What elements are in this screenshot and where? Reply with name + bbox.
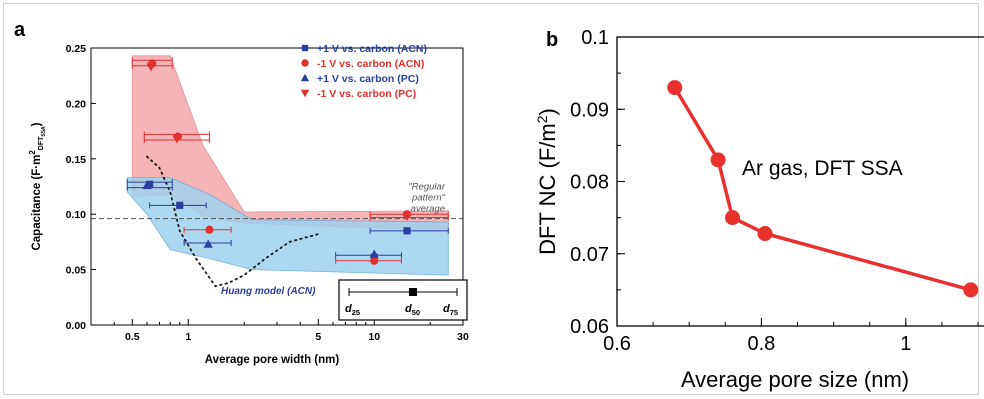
x-tick-label: 30 — [457, 331, 469, 343]
x-axis-label: Average pore width (nm) — [205, 354, 340, 366]
panel-b: b 0.6 0.8 1 0.06 0.07 0.08 0.09 0.1 Ar gas, DFT S… — [534, 27, 984, 392]
x-tick-label: 1 — [185, 331, 191, 343]
panel-b-data-point — [963, 282, 979, 298]
inset-median-marker — [409, 288, 417, 296]
x-tick-label: 0.5 — [125, 331, 140, 343]
data-point-triangle-down — [402, 212, 412, 222]
figure-frame — [3, 3, 979, 395]
inset-label-d50: d50 — [405, 303, 420, 317]
y-tick-label: 0.09 — [570, 99, 609, 121]
data-point-circle — [205, 225, 214, 234]
y-tick-label: 0.10 — [66, 209, 87, 221]
y-axis-label-sub: DFT — [38, 136, 45, 150]
inset-label-sub: 75 — [450, 308, 458, 317]
y-axis-label-main: Capacitance (F·m — [31, 155, 43, 251]
legend-marker — [300, 73, 310, 82]
y-axis-label-sup: 2 — [28, 150, 37, 155]
inset-label-sub: 50 — [412, 308, 420, 317]
legend-label: +1 V vs. carbon (PC) — [317, 73, 419, 85]
inset-label-main: d — [443, 303, 450, 315]
panel-b-data-point — [757, 226, 773, 242]
data-point-circle — [370, 256, 379, 265]
y-axis-label: Capacitance (F·m2DFTSSA) — [28, 122, 47, 250]
y-axis-label-subsub: SSA — [41, 126, 47, 137]
panel-b-plot-frame — [616, 36, 984, 327]
data-point-triangle-up — [369, 249, 379, 258]
data-point-triangle-down — [172, 135, 182, 144]
legend-label: -1 V vs. carbon (PC) — [317, 88, 416, 100]
panel-b-series-line — [673, 86, 972, 292]
y-tick-label: 0.05 — [66, 265, 87, 277]
data-point-square — [146, 180, 154, 188]
panel-b-data-point — [710, 152, 726, 168]
regular-pattern-label: pattern" — [411, 193, 446, 204]
data-point-triangle-down — [146, 63, 156, 72]
panel-b-data-point — [667, 80, 683, 96]
inset-label-d25: d25 — [345, 303, 360, 317]
x-tick-label: 0.8 — [747, 333, 775, 355]
blue-band — [126, 177, 449, 276]
x-tick-label: 1 — [900, 333, 911, 355]
huang-model-label: Huang model (ACN) — [221, 286, 316, 297]
panel-b-y-axis-label-tail: ) — [535, 108, 560, 115]
y-tick-label: 0.25 — [66, 43, 87, 55]
y-tick-label: 0.06 — [570, 316, 609, 338]
data-point-triangle-up — [142, 180, 152, 189]
panel-b-y-axis-label: DFT NC (F/m2) — [534, 108, 560, 255]
y-tick-label: 0.15 — [66, 154, 87, 166]
data-point-square — [403, 227, 411, 235]
y-tick-label: 0.1 — [581, 27, 609, 49]
x-tick-label: 0.6 — [603, 333, 631, 355]
legend-label: +1 V vs. carbon (ACN) — [317, 43, 427, 55]
regular-pattern-label: "Regular — [408, 182, 445, 193]
legend-label: -1 V vs. carbon (ACN) — [317, 58, 424, 70]
legend-marker — [301, 44, 309, 52]
y-tick-label: 0.00 — [66, 320, 87, 332]
y-tick-label: 0.07 — [570, 244, 609, 266]
x-tick-label: 5 — [315, 331, 321, 343]
huang-model-curve — [146, 155, 320, 288]
panel-b-y-axis-label-sup: 2 — [534, 115, 550, 123]
panel-b-x-axis-label: Average pore size (nm) — [681, 367, 909, 392]
legend-marker — [301, 59, 309, 67]
data-point-triangle-up — [203, 239, 213, 248]
y-axis-label-tail: ) — [31, 122, 43, 126]
y-tick-label: 0.20 — [66, 98, 87, 110]
inset-label-main: d — [405, 303, 412, 315]
data-point-square — [176, 201, 184, 209]
inset-box — [338, 279, 468, 321]
regular-pattern-label: average — [411, 204, 445, 215]
panel-b-annotation: Ar gas, DFT SSA — [742, 157, 903, 180]
panel-b-label: b — [546, 29, 558, 51]
y-tick-label: 0.08 — [570, 172, 609, 194]
inset-label-main: d — [345, 303, 352, 315]
panel-b-data-point — [725, 210, 741, 226]
inset-label-d75: d75 — [443, 303, 458, 317]
panel-a-label: a — [14, 19, 26, 41]
legend-marker — [300, 89, 310, 98]
x-tick-label: 10 — [368, 331, 380, 343]
inset-label-sub: 25 — [352, 308, 360, 317]
panel-b-y-axis-label-main: DFT NC (F/m — [535, 123, 560, 255]
